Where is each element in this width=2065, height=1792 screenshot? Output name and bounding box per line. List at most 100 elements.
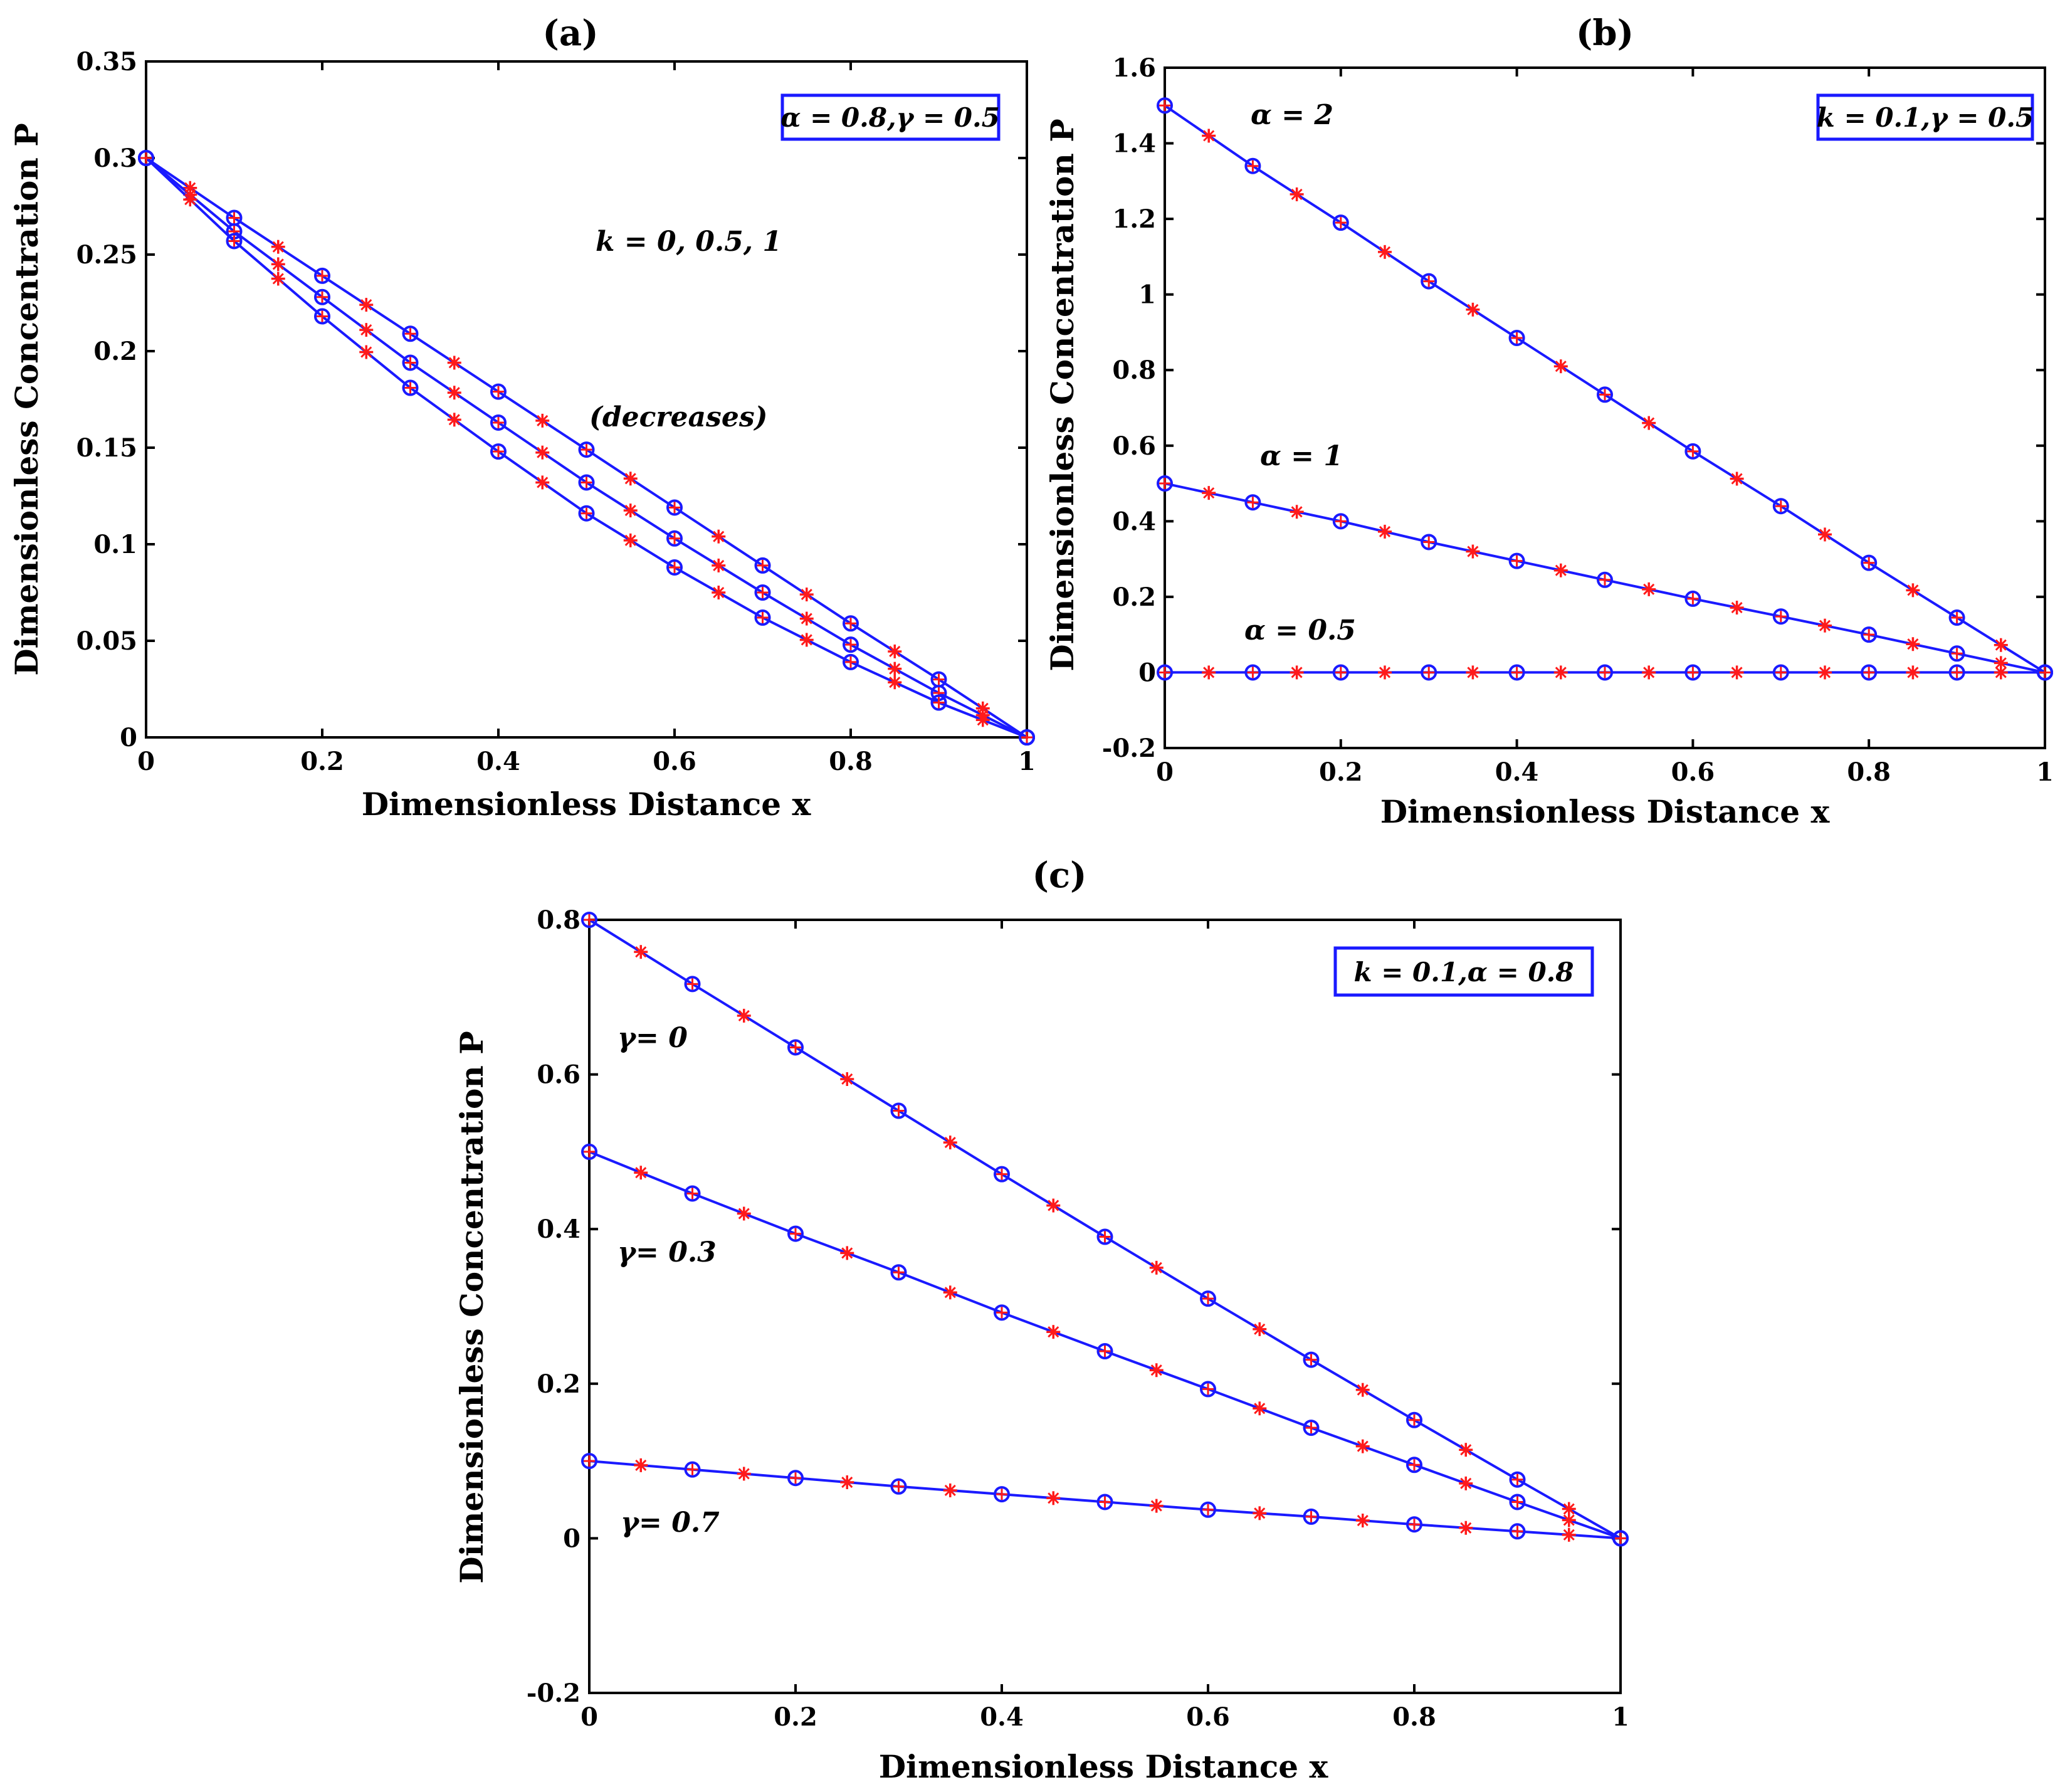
panel-b-ytick-label: 1.6 [1112,53,1156,83]
panel-c-star-marker [737,1008,751,1023]
panel-b-star-marker [1818,618,1832,633]
panel-c-circle-marker [581,1453,597,1470]
panel-b-ytick-label: 1 [1138,280,1156,310]
panel-c-star-marker [634,945,648,959]
panel-c-star-marker [634,1166,648,1180]
panel-c-star-marker [584,1146,595,1157]
panel-a-circle-marker [754,609,771,626]
panel-b-star-marker [1511,667,1523,678]
panel-c-star-marker [737,1467,751,1481]
panel-c-star-marker [996,1307,1007,1319]
panel-c-circle-marker [1303,1420,1320,1436]
panel-c-legend-box [1333,946,1594,997]
panel-a-circle-marker [843,653,859,670]
panel-b-x-axis-label: Dimensionless Distance x [1380,793,1831,830]
panel-a-star-marker [712,558,726,572]
panel-a-star-marker [799,588,814,602]
panel-a-star-marker [404,328,416,340]
panel-b-circle-marker [1157,97,1173,114]
panel-c-xtick-label: 0 [581,1702,598,1732]
panel-c-star-marker [737,1206,751,1221]
panel-c-star-marker [686,978,698,990]
panel-a-xtick-label: 0.8 [829,747,873,776]
panel-c-xtick-label: 0.6 [1186,1702,1230,1732]
panel-b-circle-marker [1421,664,1437,681]
panel-b-star-marker [1775,667,1787,678]
panel-b-circle-marker [1157,664,1173,681]
panel-b-star-marker [1906,637,1920,651]
panel-a-circle-marker [402,354,419,371]
panel-b-xtick-label: 0.8 [1847,757,1891,787]
panel-c-legend-text: k = 0.1,α = 0.8 [1353,957,1574,988]
panel-c-y-ticks: -0.2 0 0.2 0.4 0.6 0.8 [527,905,1621,1708]
panel-c-frame [588,919,1622,1694]
panel-b-circle-marker [1332,664,1349,681]
panel-c-circle-marker [1200,1381,1216,1398]
panel-c-circle-marker [787,1225,804,1242]
panel-a-xtick-label: 0.4 [476,747,520,776]
panel-b-star-marker [1423,275,1435,287]
panel-a-star-marker [140,152,152,164]
panel-b-star-marker [1599,667,1610,678]
panel-c-circle-marker [994,1166,1010,1183]
panel-b-ytick-label: 0.8 [1112,356,1156,385]
panel-b-circle-marker [1948,664,1965,681]
panel-a-star-marker [799,633,814,647]
panel-b-circle-marker [1861,554,1878,571]
panel-a-star-marker [359,323,374,337]
panel-b-legend-text: k = 0.1,γ = 0.5 [1817,102,2034,133]
panel-a-circle-marker [226,233,243,250]
panel-b-star-marker [1466,302,1480,317]
panel-a-star-marker [669,502,680,514]
panel-c: (c) 0 0.2 0.4 0.6 0.8 1 -0.200.20.40.60.8 Dim… [453,855,1629,1785]
panel-a-series [138,150,1035,746]
panel-a-star-marker [271,257,285,271]
panel-c-title: (c) [1032,855,1086,896]
panel-c-circle-marker [684,976,701,993]
panel-a-circle-marker [666,530,683,547]
panel-b-star-marker [1378,245,1392,259]
panel-c-star-marker [1253,1506,1267,1521]
panel-a-annotation-k-values: k = 0, 0.5, 1 [596,226,782,258]
panel-a-star-marker [535,413,550,428]
panel-b-xtick-label: 1 [2036,757,2054,787]
panel-c-star-marker [1253,1401,1267,1416]
panel-c-xtick-label: 0.8 [1392,1702,1436,1732]
panel-a-circle-marker [1019,729,1035,746]
panel-c-star-marker [893,1267,905,1278]
panel-b-frame [1164,66,2046,749]
panel-c-star-marker [1459,1521,1473,1535]
panel-a-circle-marker [930,694,947,711]
panel-b-circle-marker [1597,571,1613,588]
panel-b-circle-marker [1772,608,1789,625]
panel-b-circle-marker [1508,552,1525,569]
panel-c-star-marker [840,1475,854,1490]
panel-b-ytick-label: -0.2 [1102,734,1156,763]
panel-c-star-marker [1459,1443,1473,1457]
panel-b-xtick-label: 0.6 [1671,757,1715,787]
panel-b-star-marker [1994,665,2008,680]
panel-c-star-marker [1149,1499,1164,1513]
panel-a-star-marker [447,413,461,427]
panel-c-circle-marker [890,1264,907,1281]
panel-c-star-marker [1511,1496,1523,1508]
panel-b-x-ticks: 0 0.2 0.4 0.6 0.8 1 [1156,68,2054,787]
panel-c-star-marker [686,1188,698,1199]
panel-a-y-axis-label: Dimensionless Concentration P [8,123,45,676]
panel-a-circle-marker [490,383,507,400]
panel-b-xtick-label: 0.4 [1495,757,1539,787]
panel-a-star-marker [359,345,374,359]
panel-c-star-marker [584,1455,595,1467]
panel-b-annotation-alpha-2: α = 2 [1251,99,1333,131]
panel-c-ytick-label: 0.8 [537,905,581,935]
panel-a-legend-box [780,93,1001,141]
panel-b-star-marker [1863,557,1875,569]
panel-a-star-marker [888,644,902,658]
panel-b-star-marker [1159,100,1170,112]
panel-c-circle-marker [1303,1351,1320,1368]
panel-c-circle-marker [1096,1228,1113,1245]
panel-a-circle-marker [490,443,507,460]
panel-a-star-marker [757,559,769,571]
panel-c-star-marker [1202,1383,1214,1395]
panel-c-star-marker [1511,1526,1523,1537]
